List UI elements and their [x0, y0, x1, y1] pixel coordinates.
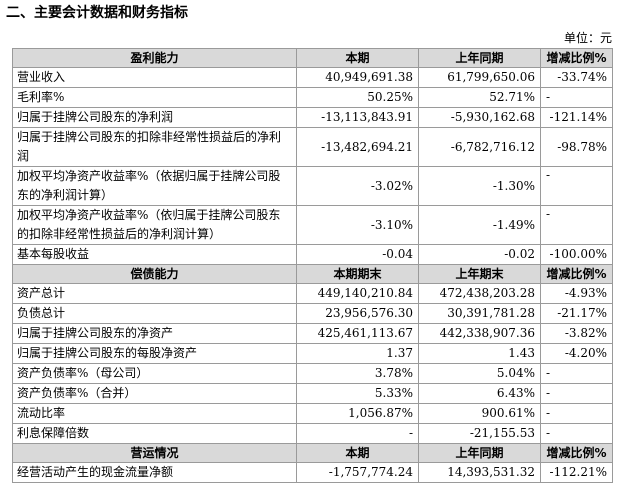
prior-value: 1.43: [418, 343, 541, 364]
row-label: 资产负债率%（合并）: [12, 383, 297, 404]
current-value: 1.37: [296, 343, 419, 364]
row-label: 基本每股收益: [12, 244, 297, 265]
table-row: 负债总计 23,956,576.30 30,391,781.28 -21.17%: [12, 303, 613, 324]
current-value: 5.33%: [296, 383, 419, 404]
current-value: 40,949,691.38: [296, 67, 419, 88]
current-value: -13,482,694.21: [296, 127, 419, 167]
table-row: 营业收入 40,949,691.38 61,799,650.06 -33.74%: [12, 67, 613, 88]
table-row: 利息保障倍数 - -21,155.53 -: [12, 423, 613, 444]
current-value: -0.04: [296, 244, 419, 265]
row-label: 流动比率: [12, 403, 297, 424]
table-row: 加权平均净资产收益率%（依据归属于挂牌公司股东的净利润计算） -3.02% -1…: [12, 166, 613, 206]
row-label: 加权平均净资产收益率%（依据归属于挂牌公司股东的净利润计算）: [12, 166, 297, 206]
prior-value: 442,338,907.36: [418, 323, 541, 344]
current-value: 3.78%: [296, 363, 419, 384]
row-label: 归属于挂牌公司股东的扣除非经常性损益后的净利润: [12, 127, 297, 167]
table-header-row: 盈利能力 本期 上年同期 增减比例%: [12, 48, 613, 68]
current-value: 425,461,113.67: [296, 323, 419, 344]
header-cell: 偿债能力: [12, 264, 297, 284]
current-value: 23,956,576.30: [296, 303, 419, 324]
change-percent: -4.20%: [540, 343, 613, 364]
header-cell: 增减比例%: [540, 443, 613, 463]
table-row: 基本每股收益 -0.04 -0.02 -100.00%: [12, 244, 613, 265]
row-label: 资产总计: [12, 283, 297, 304]
row-label: 归属于挂牌公司股东的净利润: [12, 107, 297, 128]
prior-value: -0.02: [418, 244, 541, 265]
table-row: 归属于挂牌公司股东的净利润 -13,113,843.91 -5,930,162.…: [12, 107, 613, 128]
header-cell: 本期期末: [296, 264, 419, 284]
current-value: -3.10%: [296, 205, 419, 245]
prior-value: -5,930,162.68: [418, 107, 541, 128]
table-header-row: 营运情况 本期 上年同期 增减比例%: [12, 443, 613, 463]
section-heading: 二、主要会计数据和财务指标: [6, 5, 188, 21]
change-percent: -3.82%: [540, 323, 613, 344]
financial-indicators-table: 盈利能力 本期 上年同期 增减比例% 营业收入 40,949,691.38 61…: [12, 48, 613, 483]
prior-value: -1.30%: [418, 166, 541, 206]
change-percent: -: [540, 363, 613, 384]
header-cell: 增减比例%: [540, 264, 613, 284]
unit-label: 单位：元: [563, 31, 612, 45]
prior-value: 472,438,203.28: [418, 283, 541, 304]
table-row: 毛利率% 50.25% 52.71% -: [12, 87, 613, 108]
table-row: 归属于挂牌公司股东的扣除非经常性损益后的净利润 -13,482,694.21 -…: [12, 127, 613, 167]
prior-value: 6.43%: [418, 383, 541, 404]
change-percent: -: [540, 87, 613, 108]
header-cell: 本期: [296, 443, 419, 463]
table-row: 归属于挂牌公司股东的净资产 425,461,113.67 442,338,907…: [12, 323, 613, 344]
table-row: 归属于挂牌公司股东的每股净资产 1.37 1.43 -4.20%: [12, 343, 613, 364]
table-row: 资产总计 449,140,210.84 472,438,203.28 -4.93…: [12, 283, 613, 304]
change-percent: -98.78%: [540, 127, 613, 167]
current-value: -13,113,843.91: [296, 107, 419, 128]
change-percent: -: [540, 166, 613, 206]
prior-value: -21,155.53: [418, 423, 541, 444]
change-percent: -4.93%: [540, 283, 613, 304]
row-label: 资产负债率%（母公司）: [12, 363, 297, 384]
table-row: 流动比率 1,056.87% 900.61% -: [12, 403, 613, 424]
row-label: 经营活动产生的现金流量净额: [12, 462, 297, 483]
row-label: 归属于挂牌公司股东的净资产: [12, 323, 297, 344]
change-percent: -112.21%: [540, 462, 613, 483]
prior-value: 52.71%: [418, 87, 541, 108]
current-value: 449,140,210.84: [296, 283, 419, 304]
current-value: -1,757,774.24: [296, 462, 419, 483]
row-label: 营业收入: [12, 67, 297, 88]
prior-value: -1.49%: [418, 205, 541, 245]
change-percent: -: [540, 383, 613, 404]
prior-value: 14,393,531.32: [418, 462, 541, 483]
current-value: 50.25%: [296, 87, 419, 108]
header-cell: 营运情况: [12, 443, 297, 463]
table-row: 经营活动产生的现金流量净额 -1,757,774.24 14,393,531.3…: [12, 462, 613, 483]
current-value: -3.02%: [296, 166, 419, 206]
change-percent: -: [540, 423, 613, 444]
row-label: 负债总计: [12, 303, 297, 324]
prior-value: 61,799,650.06: [418, 67, 541, 88]
row-label: 加权平均净资产收益率%（依归属于挂牌公司股东的扣除非经常性损益后的净利润计算）: [12, 205, 297, 245]
prior-value: 900.61%: [418, 403, 541, 424]
current-value: -: [296, 423, 419, 444]
table-row: 资产负债率%（母公司） 3.78% 5.04% -: [12, 363, 613, 384]
header-cell: 增减比例%: [540, 48, 613, 68]
header-cell: 盈利能力: [12, 48, 297, 68]
table-row: 资产负债率%（合并） 5.33% 6.43% -: [12, 383, 613, 404]
table-row: 加权平均净资产收益率%（依归属于挂牌公司股东的扣除非经常性损益后的净利润计算） …: [12, 205, 613, 245]
change-percent: -100.00%: [540, 244, 613, 265]
change-percent: -21.17%: [540, 303, 613, 324]
row-label: 毛利率%: [12, 87, 297, 108]
prior-value: -6,782,716.12: [418, 127, 541, 167]
header-cell: 上年期末: [418, 264, 541, 284]
header-cell: 上年同期: [418, 443, 541, 463]
table-header-row: 偿债能力 本期期末 上年期末 增减比例%: [12, 264, 613, 284]
change-percent: -121.14%: [540, 107, 613, 128]
current-value: 1,056.87%: [296, 403, 419, 424]
prior-value: 30,391,781.28: [418, 303, 541, 324]
row-label: 归属于挂牌公司股东的每股净资产: [12, 343, 297, 364]
change-percent: -33.74%: [540, 67, 613, 88]
header-cell: 本期: [296, 48, 419, 68]
prior-value: 5.04%: [418, 363, 541, 384]
change-percent: -: [540, 205, 613, 245]
row-label: 利息保障倍数: [12, 423, 297, 444]
change-percent: -: [540, 403, 613, 424]
header-cell: 上年同期: [418, 48, 541, 68]
